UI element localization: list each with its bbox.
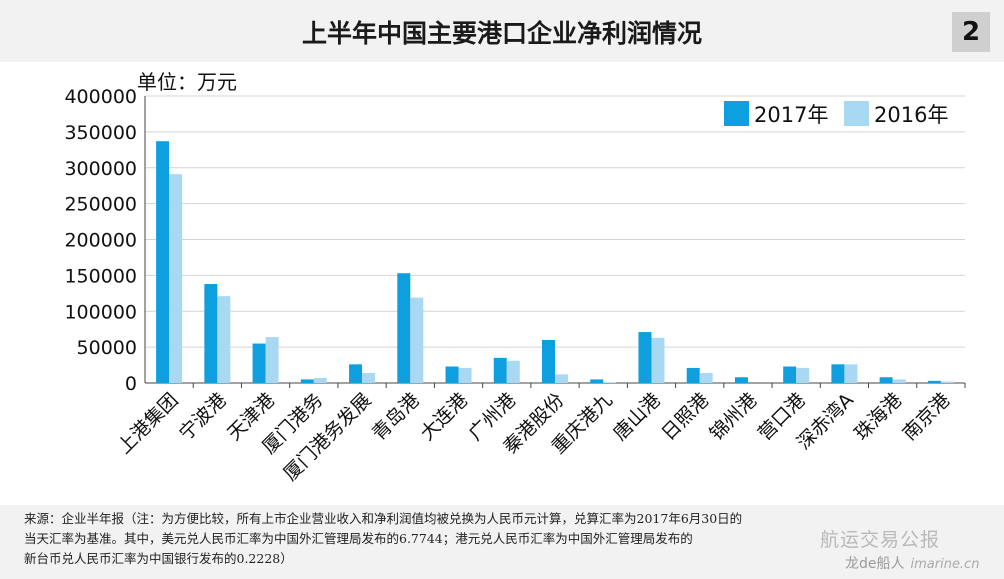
x-tick-label: 锦州港: [706, 389, 762, 445]
y-tick-label: 50000: [77, 337, 137, 359]
bar: [313, 377, 327, 383]
bar: [734, 377, 748, 383]
x-tick-label: 青岛港: [368, 389, 424, 445]
bar: [831, 364, 845, 383]
bar: [217, 296, 231, 383]
y-tick-label: 400000: [64, 86, 137, 108]
legend-label: 2016年: [874, 103, 948, 127]
x-tick-label: 南京港: [899, 389, 955, 445]
bar: [542, 339, 555, 383]
bar-chart: 0 50000 100000 150000 200000 250000 300000 3500…: [64, 86, 966, 485]
bar: [686, 367, 700, 383]
y-tick-label: 150000: [64, 265, 137, 287]
footnote-line-2: 当天汇率为基准。其中，美元兑人民币汇率为中国外汇管理局发布的6.7744；港元兑…: [24, 531, 693, 546]
legend-swatch: [844, 101, 869, 126]
bar: [638, 332, 652, 383]
bar: [169, 174, 183, 383]
footer-bar: [0, 505, 1004, 579]
y-tick-label: 200000: [64, 230, 137, 252]
x-tick-label: 大连港: [416, 389, 472, 445]
x-tick-label: 珠海港: [850, 389, 906, 445]
footnote-line-3: 新台币兑人民币汇率为中国银行发布的0.2228）: [24, 551, 293, 566]
bar: [156, 141, 170, 383]
watermark-text: 航运交易公报: [820, 529, 941, 551]
y-tick-label: 300000: [64, 158, 137, 180]
logo-domain: imarine.cn: [910, 557, 980, 572]
bar: [493, 357, 507, 383]
x-tick-label: 唐山港: [609, 389, 665, 445]
x-tick-label: 日照港: [657, 389, 713, 445]
legend-swatch: [724, 101, 749, 126]
legend-label: 2017年: [754, 103, 828, 127]
site-logo: 龙de船人 imarine.cn: [845, 553, 979, 573]
bar: [204, 283, 218, 383]
source-footnote: 来源：企业半年报（注：为方便比较，所有上市企业营业收入和净利润值均被兑换为人民币…: [24, 509, 974, 569]
page-number-badge: 2: [952, 12, 990, 52]
bar: [651, 337, 665, 383]
bar: [362, 372, 376, 383]
bars: [156, 141, 954, 383]
y-tick-label: 0: [125, 373, 137, 395]
y-axis: 0 50000 100000 150000 200000 250000 300000 3500…: [64, 86, 146, 395]
bar: [940, 381, 954, 383]
bar: [699, 372, 713, 383]
bar: [397, 273, 411, 383]
bar: [844, 364, 858, 383]
chart-title: 上半年中国主要港口企业净利润情况: [301, 19, 702, 48]
bar: [445, 366, 459, 383]
logo-name: 龙de船人: [845, 556, 905, 572]
bar: [603, 382, 617, 383]
bar: [252, 343, 266, 383]
y-tick-label: 250000: [64, 194, 137, 216]
x-tick-label: 宁波港: [175, 389, 231, 445]
y-tick-label: 350000: [64, 122, 137, 144]
bar: [783, 366, 797, 383]
bar: [349, 364, 363, 383]
legend: 2017年 2016年: [724, 101, 948, 127]
x-axis-labels: 上港集团宁波港天津港厦门港务厦门港务发展青岛港大连港广州港秦港股份重庆港九唐山港…: [113, 383, 966, 485]
x-tick-label: 上港集团: [113, 389, 182, 458]
bar: [796, 367, 810, 383]
bar: [410, 297, 424, 383]
bar: [590, 379, 604, 383]
bar: [892, 379, 906, 383]
bar: [506, 360, 520, 383]
bar: [555, 374, 568, 383]
bar: [879, 377, 893, 383]
unit-label: 单位：万元: [137, 70, 237, 94]
bar: [300, 379, 314, 383]
header-bar: [0, 0, 1004, 62]
bar: [927, 380, 941, 383]
bar: [458, 367, 472, 383]
grid-lines: [145, 95, 965, 384]
footnote-line-1: 来源：企业半年报（注：为方便比较，所有上市企业营业收入和净利润值均被兑换为人民币…: [24, 511, 743, 526]
y-tick-label: 100000: [64, 301, 137, 323]
bar: [265, 337, 279, 383]
